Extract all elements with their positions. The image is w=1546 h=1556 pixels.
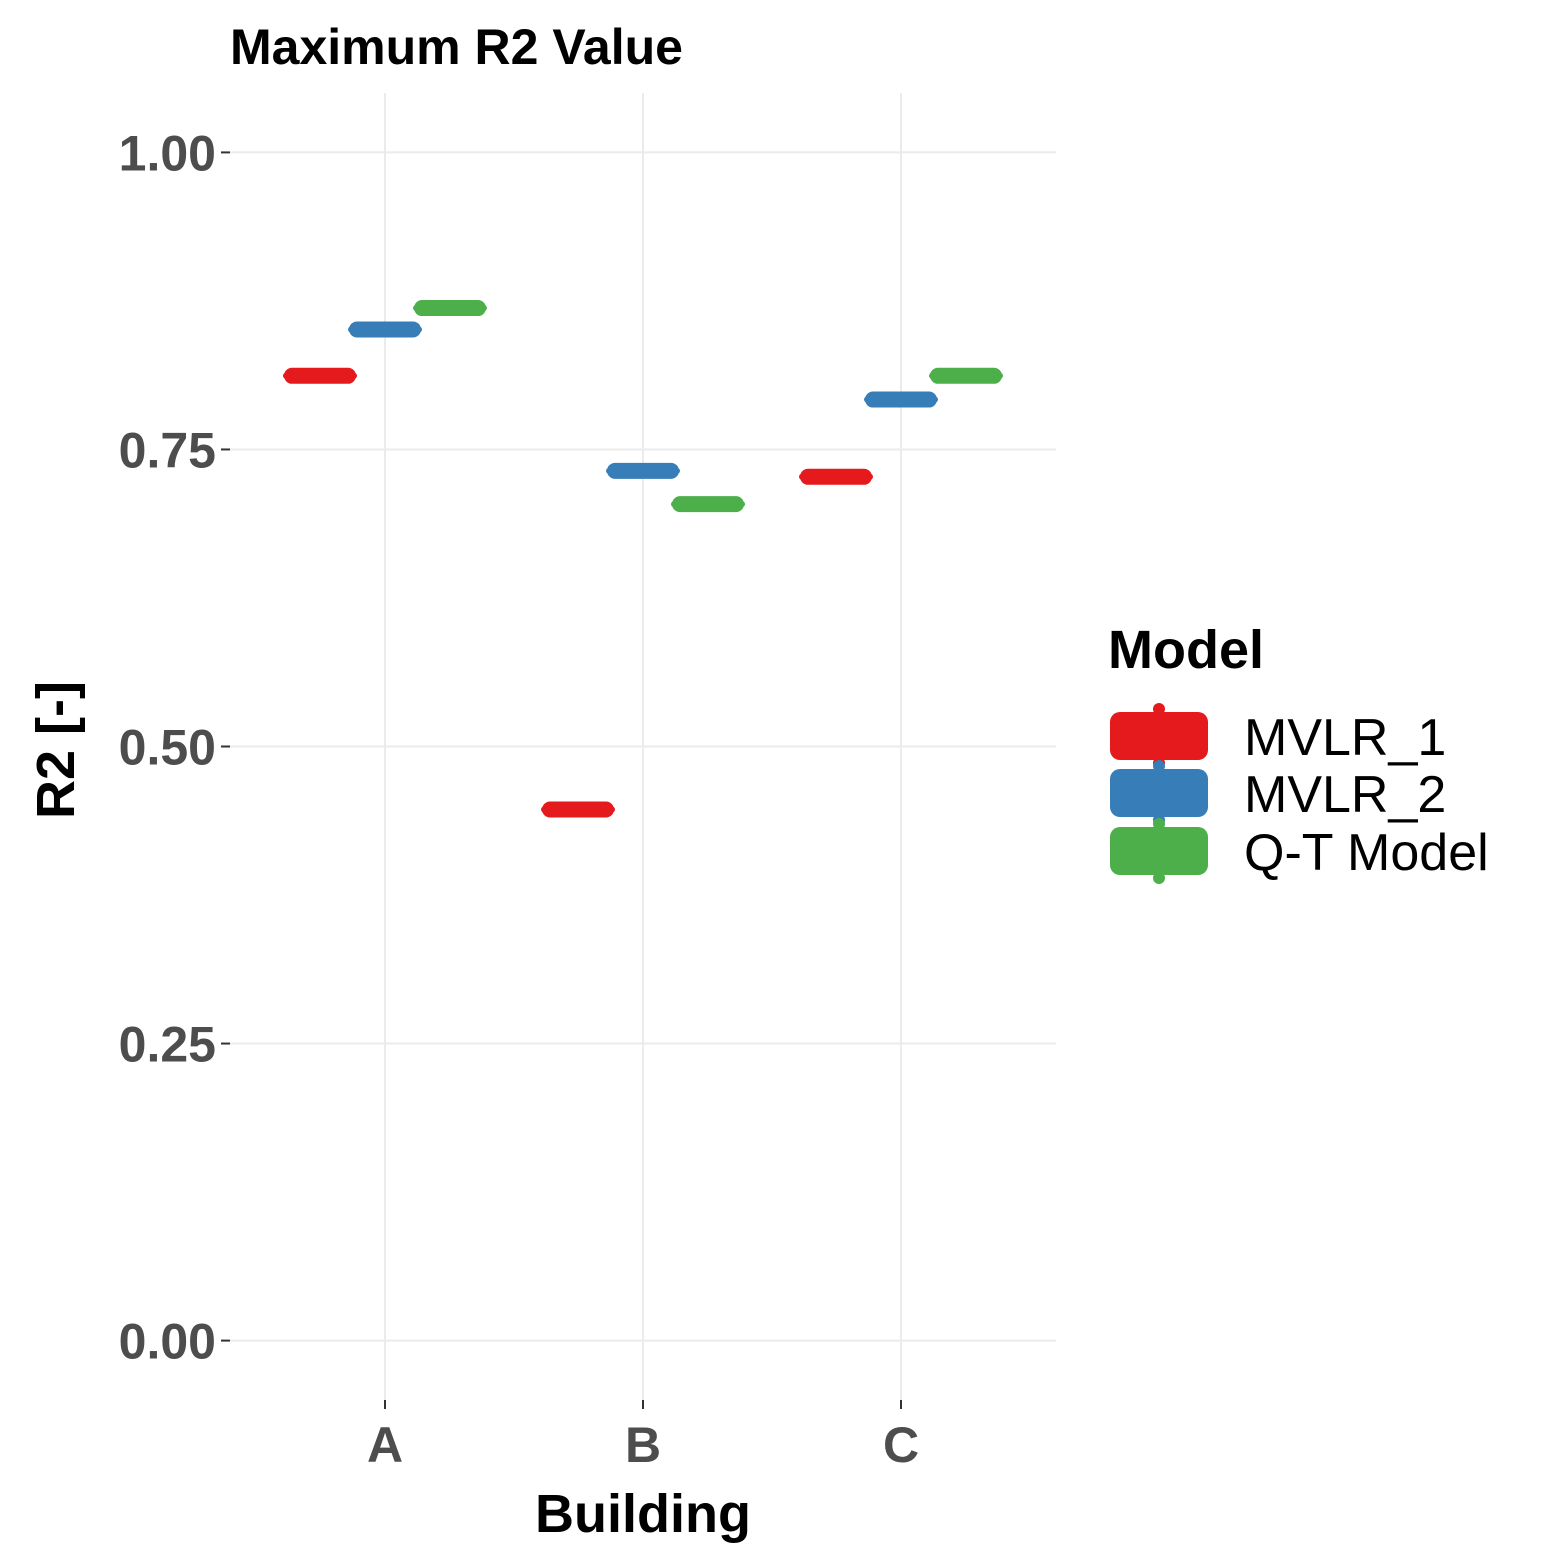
axes: 0.00 0.25 0.50 0.75 1.00 A B C: [119, 125, 919, 1473]
x-tick-label: A: [367, 1417, 403, 1473]
y-tick-label: 1.00: [119, 125, 216, 181]
x-tick-label: C: [883, 1417, 919, 1473]
grid-lines: [230, 93, 1056, 1400]
legend-label: Q-T Model: [1244, 824, 1489, 882]
y-tick-label: 0.00: [119, 1314, 216, 1370]
chart-title: Maximum R2 Value: [230, 19, 683, 75]
y-tick-label: 0.50: [119, 720, 216, 776]
x-tick-label: B: [625, 1417, 661, 1473]
x-axis-title: Building: [535, 1484, 751, 1544]
legend-title: Model: [1108, 620, 1264, 680]
data-marks: [283, 300, 1003, 818]
y-axis-title: R2 [-]: [26, 681, 86, 819]
legend-label: MVLR_2: [1244, 766, 1446, 824]
y-tick-label: 0.25: [119, 1017, 216, 1073]
legend-label: MVLR_1: [1244, 709, 1446, 767]
legend-key-mvlr-2: [1110, 760, 1208, 826]
legend-key-q-t-model: [1110, 818, 1208, 884]
y-tick-label: 0.75: [119, 422, 216, 478]
legend-key-mvlr-1: [1110, 703, 1208, 769]
